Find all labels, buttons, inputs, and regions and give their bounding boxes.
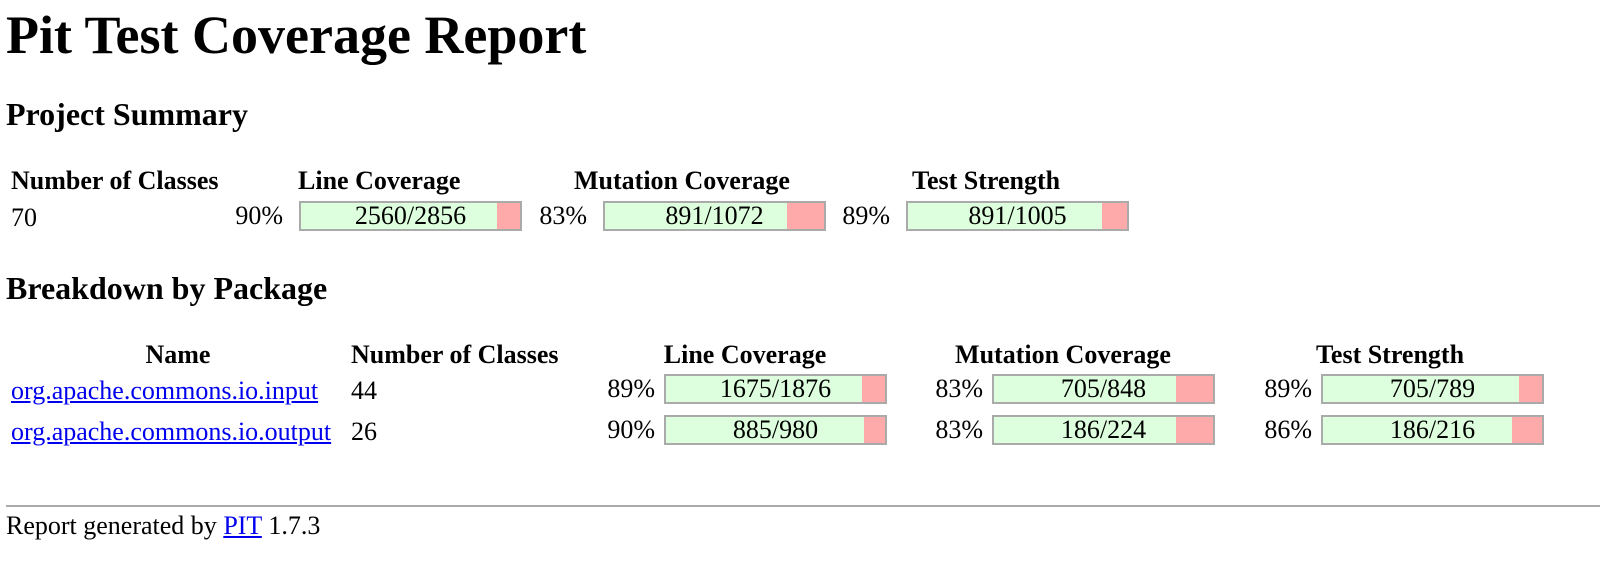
package-input-classes: 44 [351, 376, 377, 405]
package-output-strength-bar: 186/216 [1321, 415, 1544, 445]
summary-mutation-bar-fill [605, 203, 787, 229]
package-input-strength-bar-fill [1323, 376, 1519, 402]
summary-header-strength: Test Strength [912, 166, 1061, 195]
breakdown-header-strength: Test Strength [1315, 340, 1465, 369]
package-input-line-pct: 89% [607, 374, 655, 403]
summary-mutation-bar-label: 891/1072 [665, 201, 764, 230]
summary-strength-bar-fill [908, 203, 1103, 229]
package-input-mutation-bar-fill [994, 376, 1176, 402]
package-link-input[interactable]: org.apache.commons.io.input [11, 376, 318, 406]
summary-line-bar: 2560/2856 [299, 201, 522, 231]
summary-mutation-pct: 83% [539, 201, 587, 230]
package-link-output[interactable]: org.apache.commons.io.output [11, 417, 331, 447]
package-output-strength-bar-fill [1323, 417, 1512, 443]
summary-strength-bar: 891/1005 [906, 201, 1129, 231]
summary-strength-bar-label: 891/1005 [968, 201, 1067, 230]
breakdown-heading: Breakdown by Package [6, 270, 328, 306]
page-title: Pit Test Coverage Report [6, 5, 587, 65]
package-input-line-bar: 1675/1876 [664, 374, 887, 404]
summary-mutation-bar: 891/1072 [603, 201, 826, 231]
summary-header-classes: Number of Classes [11, 166, 219, 195]
summary-line-bar-fill [301, 203, 498, 229]
package-output-mutation-pct: 83% [935, 415, 983, 444]
project-summary-heading: Project Summary [6, 96, 248, 132]
package-input-mutation-bar: 705/848 [992, 374, 1215, 404]
breakdown-header-classes: Number of Classes [351, 340, 559, 369]
package-input-mutation-pct: 83% [935, 374, 983, 403]
package-output-strength-pct: 86% [1264, 415, 1312, 444]
breakdown-header-line: Line Coverage [663, 340, 827, 369]
package-input-mutation-bar-label: 705/848 [1060, 374, 1147, 403]
footer-version: 1.7.3 [268, 511, 321, 540]
package-output-line-bar-label: 885/980 [732, 415, 819, 444]
breakdown-header-name: Name [145, 340, 211, 369]
summary-header-mutation: Mutation Coverage [574, 166, 790, 195]
summary-header-line: Line Coverage [298, 166, 461, 195]
breakdown-header-mutation: Mutation Coverage [955, 340, 1171, 369]
package-output-line-pct: 90% [607, 415, 655, 444]
package-link-output-text[interactable]: org.apache.commons.io.output [11, 417, 332, 446]
summary-strength-pct: 89% [842, 201, 890, 230]
package-input-strength-bar: 705/789 [1321, 374, 1544, 404]
package-output-classes: 26 [351, 417, 377, 446]
package-output-mutation-bar: 186/224 [992, 415, 1215, 445]
package-output-mutation-bar-fill [994, 417, 1176, 443]
package-link-input-text[interactable]: org.apache.commons.io.input [11, 376, 319, 405]
footer: Report generated by PIT 1.7.3 [6, 511, 320, 541]
footer-divider [6, 505, 1600, 507]
package-input-line-bar-fill [666, 376, 862, 402]
package-output-line-bar-fill [666, 417, 864, 443]
pit-link[interactable]: PIT [223, 511, 262, 540]
summary-line-bar-label: 2560/2856 [354, 201, 467, 230]
summary-line-pct: 90% [235, 201, 283, 230]
package-input-strength-pct: 89% [1264, 374, 1312, 403]
package-output-strength-bar-label: 186/216 [1389, 415, 1476, 444]
package-input-strength-bar-label: 705/789 [1389, 374, 1476, 403]
package-output-mutation-bar-label: 186/224 [1060, 415, 1147, 444]
footer-prefix: Report generated by [6, 511, 217, 540]
summary-classes-value: 70 [11, 203, 37, 232]
package-input-line-bar-label: 1675/1876 [719, 374, 832, 403]
package-output-line-bar: 885/980 [664, 415, 887, 445]
